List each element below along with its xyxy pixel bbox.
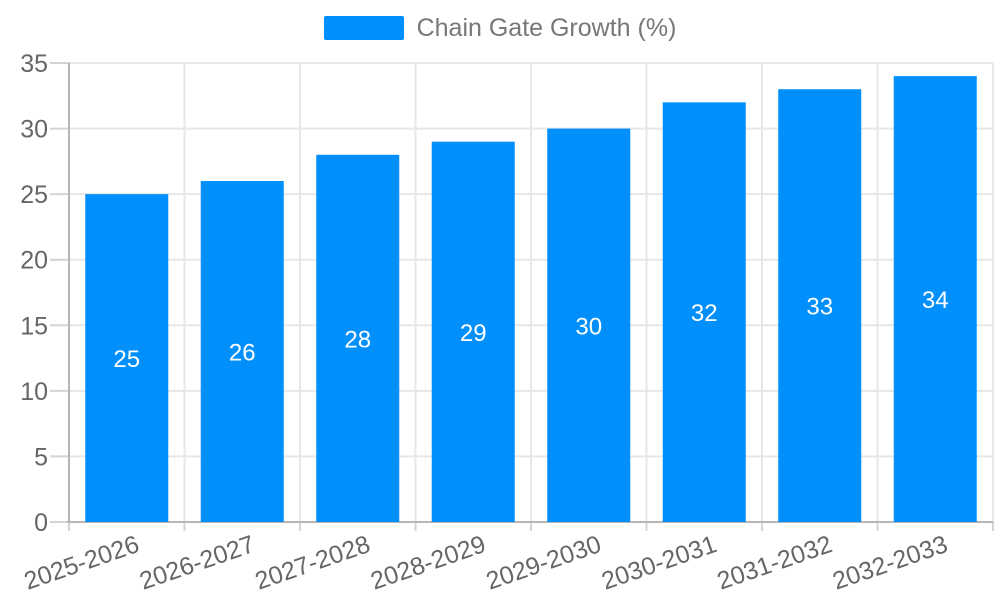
bar[interactable] [431,141,515,522]
legend-label: Chain Gate Growth (%) [416,14,677,42]
y-tick-label: 0 [34,509,48,537]
legend[interactable]: Chain Gate Growth (%) [0,14,1000,42]
legend-marker[interactable] [323,16,404,40]
x-tick-label: 2032-2033 [829,530,951,595]
y-tick-label: 20 [20,247,48,275]
y-tick-label: 25 [20,181,48,209]
x-tick-label: 2028-2029 [367,530,489,595]
x-tick-label: 2025-2026 [21,530,143,595]
x-tick-label: 2031-2032 [714,530,836,595]
bar-value-label: 25 [113,346,140,373]
bar[interactable] [778,89,862,522]
bar-value-label: 30 [575,313,602,340]
bar[interactable] [547,128,631,523]
y-tick-label: 10 [20,378,48,406]
bar-value-label: 26 [229,340,256,367]
bar-value-label: 29 [460,320,487,347]
x-tick-label: 2026-2027 [136,530,258,595]
bar[interactable] [316,154,400,523]
y-tick-label: 35 [20,50,48,78]
bar[interactable] [893,76,977,522]
bar[interactable] [85,194,169,522]
bar-value-label: 28 [344,326,371,353]
bar[interactable] [662,102,746,522]
x-tick-label: 2029-2030 [483,530,605,595]
y-tick-label: 5 [34,443,48,471]
x-tick-label: 2030-2031 [598,530,720,595]
bar[interactable] [200,181,284,522]
y-tick-label: 15 [20,312,48,340]
bar-value-label: 33 [806,294,833,321]
bar-value-label: 32 [691,300,718,327]
y-tick-label: 30 [20,116,48,144]
x-tick-label: 2027-2028 [252,530,374,595]
bar-value-label: 34 [922,287,949,314]
